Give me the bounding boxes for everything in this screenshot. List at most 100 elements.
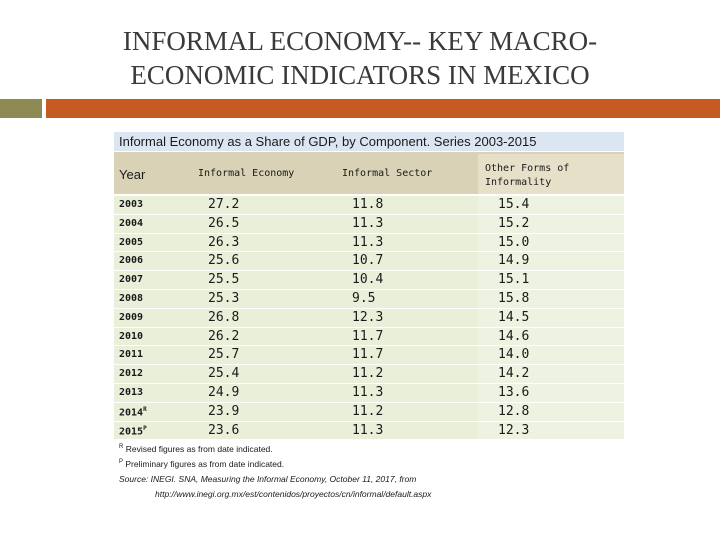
cell-year-text: 2003 [119,199,144,210]
cell-other-forms: 14.6 [498,328,530,344]
cell-informal-sector: 11.3 [352,384,384,400]
cell-informal-economy: 26.5 [208,215,240,231]
cell-year-text: 2014 [119,407,144,419]
cell-year-marker: P [143,424,147,432]
note-revised-marker: R [119,444,124,451]
other-forms-cell-bg [478,383,624,402]
cell-year: 2007 [119,274,143,285]
cell-other-forms: 15.1 [498,272,530,288]
table-row: 2012 25.4 11.2 14.2 [114,365,624,384]
cell-informal-economy: 25.3 [208,290,240,306]
cell-informal-sector: 9.5 [352,290,376,306]
cell-year: 2012 [119,368,143,379]
note-source-url: http://www.inegi.org.mx/est/contenidos/p… [155,489,432,499]
cell-informal-economy: 23.9 [208,403,240,419]
table-row: 2006 25.6 10.7 14.9 [114,252,624,272]
cell-other-forms: 15.0 [498,234,530,250]
note-source: Source: INEGI. SNA, Measuring the Inform… [119,474,417,484]
header-other-forms: Other Forms of Informality [485,163,570,188]
table-header: Year Informal Economy Informal Sector Ot… [114,152,624,196]
table-row: 2004 26.5 11.3 15.2 [114,214,624,234]
header-informal-economy: Informal Economy [198,168,295,179]
cell-informal-economy: 25.6 [208,253,240,269]
cell-year: 2006 [119,255,143,266]
cell-year-text: 2012 [119,368,144,380]
note-revised-text: Revised figures as from date indicated. [123,444,273,454]
cell-other-forms: 15.2 [498,215,530,231]
cell-year: 2008 [119,293,143,304]
cell-informal-sector: 11.8 [352,197,384,212]
other-forms-cell-bg [478,421,624,440]
cell-informal-sector: 12.3 [352,309,384,325]
table-body: 2003 27.2 11.8 15.4 2004 26.5 11.3 15.2 2005 26.3… [114,196,624,441]
note-preliminary-marker: P [119,459,124,466]
cell-informal-sector: 11.3 [352,422,384,438]
header-informal-sector: Informal Sector [342,168,433,179]
table-caption: Informal Economy as a Share of GDP, by C… [114,132,624,151]
cell-informal-sector: 10.7 [352,253,384,269]
other-forms-cell-bg [478,365,624,383]
cell-informal-sector: 11.3 [352,215,384,231]
cell-other-forms: 14.0 [498,347,530,363]
cell-informal-sector: 11.2 [352,403,384,419]
cell-informal-economy: 26.2 [208,328,240,344]
other-forms-cell-bg [478,308,624,327]
cell-informal-economy: 24.9 [208,384,240,400]
header-other-forms-cell: Other Forms of Informality [478,154,624,194]
cell-year: 2013 [119,387,143,398]
cell-other-forms: 14.9 [498,253,530,269]
cell-year-text: 2008 [119,292,144,304]
cell-year-text: 2009 [119,311,144,323]
cell-informal-economy: 23.6 [208,422,240,438]
cell-year: 2015P [119,425,147,437]
cell-year-text: 2015 [119,425,144,437]
cell-year: 2009 [119,312,143,323]
cell-year: 2011 [119,349,143,360]
cell-informal-economy: 26.3 [208,234,240,250]
cell-year: 2003 [119,199,143,210]
cell-year: 2010 [119,331,143,342]
cell-year-text: 2005 [119,236,144,248]
accent-bar-orange [46,99,720,118]
cell-other-forms: 12.8 [498,403,530,419]
slide-title-line-2: ECONOMIC INDICATORS IN MEXICO [130,60,590,90]
cell-other-forms: 12.3 [498,422,530,438]
cell-informal-economy: 27.2 [208,197,240,212]
cell-informal-sector: 10.4 [352,272,384,288]
cell-year-text: 2013 [119,386,144,398]
note-preliminary-text: Preliminary figures as from date indicat… [123,459,285,469]
table-row: 2008 25.3 9.5 15.8 [114,289,624,309]
cell-informal-economy: 25.7 [208,347,240,363]
cell-year-marker: R [143,405,147,413]
cell-informal-sector: 11.7 [352,347,384,363]
other-forms-cell-bg [478,402,624,421]
cell-other-forms: 14.2 [498,366,530,382]
cell-other-forms: 15.4 [498,197,530,212]
other-forms-cell-bg [478,327,624,346]
cell-other-forms: 13.6 [498,384,530,400]
slide-title: INFORMAL ECONOMY-- KEY MACRO- ECONOMIC I… [40,24,680,92]
table-row: 2014R 23.9 11.2 12.8 [114,402,624,422]
cell-informal-sector: 11.2 [352,366,384,382]
cell-year: 2004 [119,218,143,229]
slide-title-line-1: INFORMAL ECONOMY-- KEY MACRO- [122,26,598,56]
table-row: 2003 27.2 11.8 15.4 [114,196,624,215]
table-row: 2005 26.3 11.3 15.0 [114,233,624,253]
other-forms-cell-bg [478,252,624,271]
other-forms-cell-bg [478,214,624,233]
table-row: 2010 26.2 11.7 14.6 [114,327,624,347]
note-preliminary: P Preliminary figures as from date indic… [119,459,284,469]
other-forms-cell-bg [478,346,624,365]
cell-year-text: 2007 [119,274,144,286]
cell-informal-sector: 11.7 [352,328,384,344]
table-row: 2007 25.5 10.4 15.1 [114,271,624,290]
note-revised: R Revised figures as from date indicated… [119,444,273,454]
cell-year-text: 2006 [119,255,144,267]
cell-other-forms: 14.5 [498,309,530,325]
cell-year: 2014R [119,406,147,418]
other-forms-cell-bg [478,196,624,214]
other-forms-cell-bg [478,233,624,252]
cell-year-text: 2011 [119,349,144,361]
table-row: 2009 26.8 12.3 14.5 [114,308,624,328]
table-row: 2013 24.9 11.3 13.6 [114,383,624,403]
